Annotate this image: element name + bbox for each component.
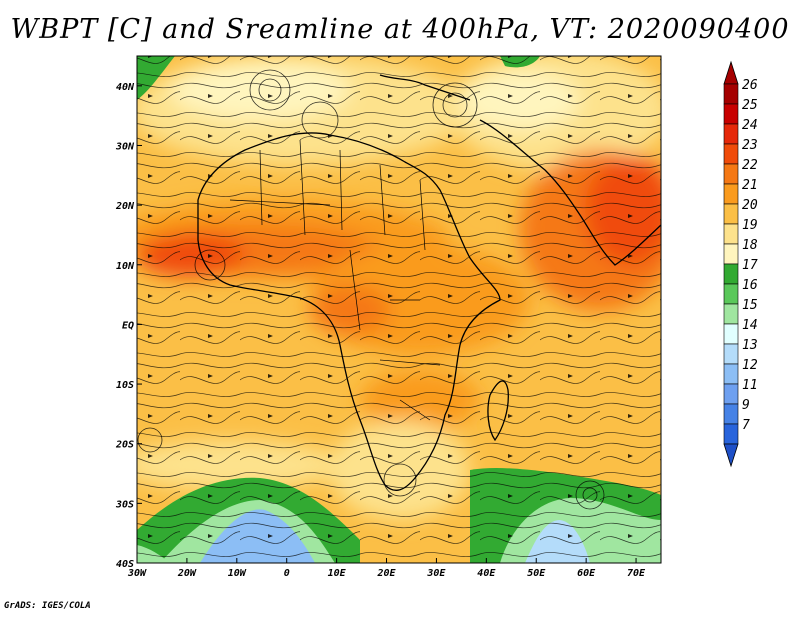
mediterranean-coast [379,74,471,101]
lat-tick-label-5: 10S [116,380,134,391]
vortex-1-inner [258,78,282,102]
lon-tick-label-10: 70E [627,568,646,579]
colorbar-swatch-18 [723,243,739,265]
lon-tick-label-1: 20W [177,568,197,579]
lon-tick-label-5: 20E [376,568,396,579]
colorbar-swatch-24 [723,123,739,145]
lat-tick-label-4: EQ [122,320,134,331]
colorbar-swatch-16 [723,283,739,305]
colorbar-swatch-21 [723,183,739,205]
colorbar-swatch-19 [723,223,739,245]
lon-tick-label-7: 40E [477,568,496,579]
colorbar-swatch-25 [723,103,739,125]
colorbar-swatch-15 [723,303,739,325]
colorbar-swatch-12 [723,363,739,385]
lon-tick-label-3: 0 [284,568,290,579]
colorbar-label-20: 20 [742,198,758,213]
lon-tick-label-6: 30E [426,568,446,579]
arabia-india-coast [479,119,661,266]
lat-tick-label-6: 20S [115,440,134,451]
colorbar-swatch-13 [723,343,739,365]
streamline-texture [137,56,661,563]
vortex-1 [249,69,291,111]
plot-frame [136,55,662,564]
madagascar-coast [487,380,509,442]
colorbar-top-arrow [723,60,739,85]
vortex-3-inner [442,92,468,118]
chart-title: WBPT [C] and Sreamline at 400hPa, VT: 20… [10,14,790,45]
colorbar-swatch-23 [723,143,739,165]
lon-tick-label-9: 60E [577,568,596,579]
lat-tick-label-3: 10N [116,261,135,272]
colorbar-label-14: 14 [742,318,758,333]
colorbar-label-15: 15 [742,298,758,313]
colorbar-label-25: 25 [742,98,758,113]
vortex-6 [575,480,605,510]
coastlines [197,74,661,491]
colorbar-label-11: 11 [742,378,758,393]
grads-credit: GrADS: IGES/COLA [4,601,91,611]
colorbar-label-12: 12 [742,358,758,373]
vortex-5 [137,427,163,453]
colorbar-label-13: 13 [742,338,758,353]
colorbar-swatch-26 [723,83,739,105]
colorbar-label-7: 7 [742,418,750,433]
lon-tick-label-8: 50E [527,568,546,579]
colorbar-label-24: 24 [742,118,758,133]
lon-tick-label-4: 10E [328,568,347,579]
lon-tick-label-2: 10W [228,568,247,579]
vortex-4 [194,249,226,281]
border-lines [229,139,441,421]
streamlines [137,56,661,563]
lat-tick-label-2: 20N [115,201,135,212]
colorbar-label-21: 21 [742,178,758,193]
lon-tick-label-0: 30W [127,568,147,579]
colorbar-label-26: 26 [742,78,758,93]
colorbar-label-22: 22 [742,158,758,173]
lat-tick-label-7: 30S [115,499,134,510]
colorbar-bottom-arrow [723,443,739,468]
colorbar-swatch-11 [723,383,739,405]
colorbar-label-17: 17 [742,258,758,273]
vortex-7 [383,463,417,497]
colorbar: 26 25 24 23 22 21 20 19 18 17 16 15 14 13 12 11 9 7 [723,60,758,468]
colorbar-swatch-9 [723,403,739,425]
vortex-2 [301,101,339,139]
lat-axis: 40N 30N 20N 10N EQ 10S 20S 30S 40S [115,82,142,570]
lon-axis: 30W 20W 10W 0 10E 20E 30E 40E 50E 60E 70E [127,558,646,579]
colorbar-label-23: 23 [742,138,758,153]
colorbar-label-16: 16 [742,278,758,293]
country-borders [229,139,441,421]
colorbar-label-18: 18 [742,238,758,253]
vortex-6-inner [582,487,598,503]
vortex-3 [432,82,478,128]
colorbar-swatch-7 [723,423,739,445]
lat-tick-label-0: 40N [116,82,135,93]
colorbar-swatch-22 [723,163,739,185]
colorbar-label-9: 9 [742,398,750,413]
lat-tick-label-8: 40S [116,559,134,570]
africa-coast [197,132,501,491]
colorbar-swatch-17 [723,263,739,285]
lat-tick-label-1: 30N [115,141,135,152]
colorbar-swatch-20 [723,203,739,225]
colorbar-label-19: 19 [742,218,758,233]
colorbar-swatch-14 [723,323,739,345]
